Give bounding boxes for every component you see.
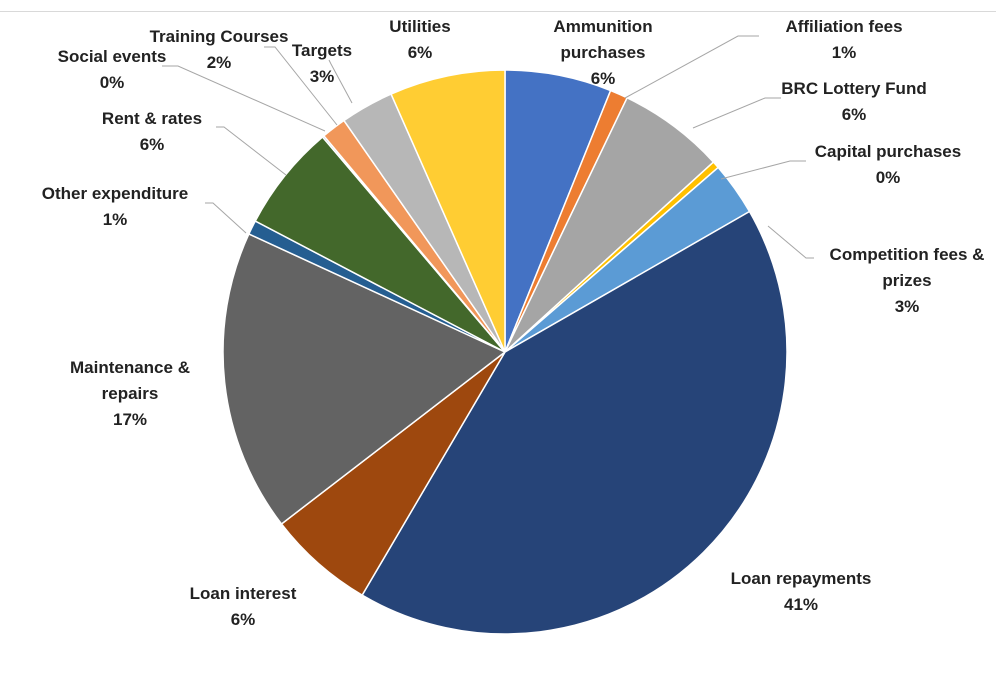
category-label: prizes (882, 271, 931, 290)
percent-label: 6% (231, 610, 256, 629)
percent-label: 2% (207, 53, 232, 72)
percent-label: 6% (140, 135, 165, 154)
percent-label: 3% (310, 67, 335, 86)
percent-label: 0% (876, 168, 901, 187)
data-label-targets: Targets 3% (292, 41, 352, 86)
leader-line-other-expenditure (205, 202, 247, 234)
category-label: Loan interest (190, 584, 297, 603)
pie-slice-loan-repayments (361, 210, 788, 635)
category-label: Capital purchases (815, 142, 961, 161)
category-label: Utilities (389, 17, 450, 36)
data-label-rent-rates: Rent & rates 6% (102, 109, 202, 154)
leader-line-competition-fees-prizes (767, 225, 814, 259)
category-label: Other expenditure (42, 184, 188, 203)
category-label: Targets (292, 41, 352, 60)
category-label: Competition fees & (830, 245, 985, 264)
leader-line-targets (328, 59, 353, 104)
category-label: Training Courses (150, 27, 289, 46)
data-label-capital-purchases: Capital purchases 0% (815, 142, 961, 187)
data-label-competition-fees-prizes: Competition fees & prizes 3% (830, 245, 985, 316)
data-label-affiliation-fees: Affiliation fees 1% (785, 17, 902, 62)
percent-label: 0% (100, 73, 125, 92)
pie-slice-utilities (390, 69, 506, 353)
leader-line-training-courses (264, 46, 338, 126)
percent-label: 1% (103, 210, 128, 229)
category-label: BRC Lottery Fund (781, 79, 926, 98)
data-label-loan-repayments: Loan repayments 41% (731, 569, 872, 614)
category-label: Ammunition (553, 17, 652, 36)
percent-label: 3% (895, 297, 920, 316)
percent-label: 17% (113, 410, 147, 429)
data-label-utilities: Utilities 6% (389, 17, 450, 62)
data-label-social-events: Social events 0% (58, 47, 167, 92)
data-label-loan-interest: Loan interest 6% (190, 584, 297, 629)
data-label-brc-lottery-fund: BRC Lottery Fund 6% (781, 79, 926, 124)
leader-line-affiliation-fees (624, 35, 759, 99)
category-label: repairs (102, 384, 159, 403)
data-label-training-courses: Training Courses 2% (150, 27, 289, 72)
percent-label: 6% (591, 69, 616, 88)
percent-label: 6% (408, 43, 433, 62)
percent-label: 41% (784, 595, 818, 614)
data-label-ammunition-purchases: Ammunition purchases 6% (553, 17, 652, 88)
category-label: Affiliation fees (785, 17, 902, 36)
leader-line-capital-purchases (720, 160, 806, 180)
category-label: Loan repayments (731, 569, 872, 588)
top-border-line (0, 11, 996, 12)
leader-line-social-events (162, 65, 326, 132)
percent-label: 1% (832, 43, 857, 62)
data-label-other-expenditure: Other expenditure 1% (42, 184, 188, 229)
data-label-maintenance-repairs: Maintenance & repairs 17% (70, 358, 190, 429)
pie-slice-maintenance-repairs (222, 232, 507, 526)
category-label: Maintenance & (70, 358, 190, 377)
category-label: Rent & rates (102, 109, 202, 128)
leader-line-rent-rates (216, 126, 287, 176)
leader-line-brc-lottery-fund (692, 97, 781, 129)
category-label: Social events (58, 47, 167, 66)
category-label: purchases (560, 43, 645, 62)
percent-label: 6% (842, 105, 867, 124)
